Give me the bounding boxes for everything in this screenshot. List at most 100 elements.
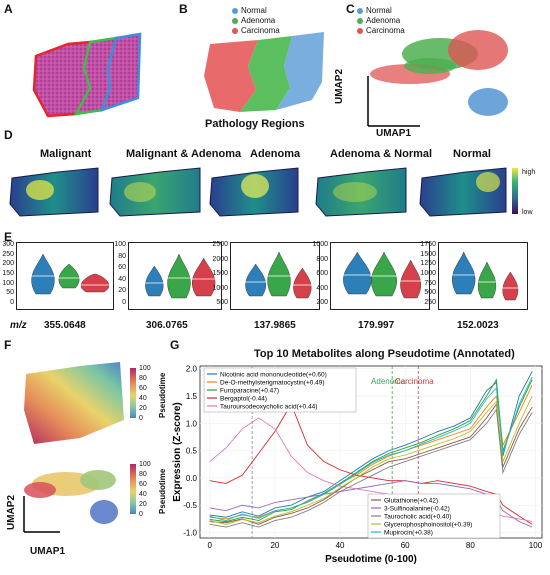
- violin-5-3: [502, 271, 519, 301]
- violin-1-1: [31, 253, 55, 295]
- violin-3-2: [267, 251, 291, 297]
- violin-ytick: 1500: [420, 250, 436, 258]
- panel-label-g: G: [170, 338, 180, 352]
- d-title-malignant-adenoma: Malignant & Adenoma: [126, 148, 242, 160]
- mz-value-4: 179.997: [358, 320, 395, 331]
- pseudotime-colorbar-tick: 0: [139, 511, 143, 518]
- violin-1-3: [80, 273, 110, 293]
- umap-c-xlabel: UMAP1: [376, 128, 412, 139]
- legend-dot-carcinoma-c: [357, 27, 363, 34]
- g-legend-box-2: [367, 493, 501, 539]
- d-colorbar-low: low: [522, 209, 533, 216]
- g-vline-label-2: Adenoma: [371, 377, 406, 386]
- violin-2-3: [192, 257, 216, 297]
- violin-ytick: 250: [424, 299, 436, 306]
- pseudotime-label-2: Pseudotime: [158, 468, 167, 514]
- g-legend-label: Tauroursodeoxycholic acid(+0.44): [220, 404, 317, 411]
- legend-dot-carcinoma: [232, 27, 238, 34]
- g-xlabel: Pseudotime (0-100): [325, 554, 417, 565]
- mz-value-5: 152.0023: [457, 320, 499, 331]
- d-title-adenoma: Adenoma: [250, 148, 301, 160]
- region-legend-c: Normal Adenoma Carcinoma: [357, 6, 405, 36]
- violin-ytick: 300: [2, 241, 14, 248]
- d-title-adenoma-normal: Adenoma & Normal: [330, 148, 433, 160]
- g-vline-label-3: Carcinoma: [395, 377, 434, 386]
- violin-5-2: [477, 261, 497, 299]
- pseudotime-colorbar-tick: 0: [139, 415, 143, 422]
- g-legend-label: Nicotinic acid mononucleotide(+0.60): [220, 372, 327, 379]
- umap-regions-plot: [367, 30, 508, 127]
- region-legend-b: Normal Adenoma Carcinoma: [232, 6, 280, 36]
- pseudotime-colorbar-tick: 20: [139, 405, 147, 412]
- g-ytick: -0.5: [183, 501, 197, 510]
- g-legend-label: Glycerophosphoinositol(+0.39): [384, 522, 472, 529]
- g-xtick: 40: [336, 541, 345, 550]
- pseudotime-colorbar-tick: 20: [139, 501, 147, 508]
- pseudotime-colorbar-tick: 100: [139, 365, 151, 372]
- violin-plots: [30, 251, 519, 301]
- legend-label-carcinoma: Carcinoma: [241, 26, 280, 35]
- mz-label: m/z: [10, 320, 27, 331]
- g-ytick: 2.0: [186, 365, 198, 374]
- g-xtick: 80: [466, 541, 475, 550]
- violin-ytick: 400: [316, 284, 328, 292]
- violin-ytick: 1000: [420, 270, 436, 277]
- pseudotime-line-chart: 0 20 40 60 80 100 -1.0 -0.5 0.0 0.5 1.0 1.5 2.0 Adeno…: [172, 365, 543, 565]
- panel-label-c: C: [346, 2, 355, 16]
- panel-label-b: B: [179, 2, 188, 16]
- violin-5-1: [452, 251, 476, 295]
- g-series-line-8: [209, 408, 533, 528]
- g-xtick: 20: [270, 541, 279, 550]
- violin-ytick: 500: [424, 289, 436, 297]
- umap-f-xlabel: UMAP1: [30, 546, 66, 557]
- violin-ytick: 1750: [420, 241, 436, 248]
- pseudotime-colorbar-tick: 60: [139, 385, 147, 392]
- legend-dot-adenoma-c: [357, 17, 363, 24]
- g-xtick: 100: [529, 541, 543, 550]
- legend-label-carcinoma-c: Carcinoma: [366, 26, 405, 35]
- violin-ytick: 0: [10, 299, 14, 306]
- pseudotime-colorbar-tick: 80: [139, 471, 147, 478]
- panel-label-a: A: [4, 2, 13, 16]
- violin-ytick: 60: [118, 264, 126, 272]
- pseudotime-colorbar-tick: 40: [139, 491, 147, 498]
- pseudotime-label-1: Pseudotime: [158, 372, 167, 418]
- g-ytick: 1.5: [186, 392, 198, 401]
- violin-2-2: [167, 253, 191, 299]
- violin-ytick: 100: [114, 241, 126, 248]
- mz-value-1: 355.0648: [44, 320, 86, 331]
- violin-ytick: 50: [6, 289, 14, 297]
- legend-label-adenoma: Adenoma: [241, 16, 276, 25]
- violin-ytick: 1500: [212, 270, 228, 277]
- legend-dot-normal-c: [357, 7, 363, 14]
- legend-item-normal: Normal: [232, 6, 280, 16]
- g-xtick: 0: [208, 541, 213, 550]
- d-colorbar: [512, 168, 518, 214]
- g-series-line-4: [209, 403, 533, 525]
- violin-4-2: [371, 251, 397, 297]
- legend-dot-normal: [232, 7, 238, 14]
- legend-dot-adenoma: [232, 17, 238, 24]
- g-ytick: -1.0: [183, 529, 197, 538]
- violin-ytick: 2000: [212, 255, 228, 263]
- g-xtick: 60: [401, 541, 410, 550]
- violin-ytick: 1000: [212, 284, 228, 292]
- violin-4-1: [343, 251, 372, 295]
- pseudotime-colorbar-tick: 60: [139, 481, 147, 488]
- legend-item-carcinoma-c: Carcinoma: [357, 26, 405, 36]
- tissue-region-outline-image: [32, 32, 142, 118]
- legend-item-normal-c: Normal: [357, 6, 405, 16]
- violin-ytick: 800: [316, 255, 328, 263]
- violin-ytick: 20: [118, 287, 126, 295]
- g-chart-title: Top 10 Metabolites along Pseudotime (Ann…: [254, 348, 515, 360]
- g-series-line-2: [209, 384, 533, 520]
- pathology-regions-caption: Pathology Regions: [205, 118, 305, 130]
- violin-ytick: 150: [2, 270, 14, 277]
- d-title-malignant: Malignant: [40, 148, 92, 160]
- legend-item-adenoma-c: Adenoma: [357, 16, 405, 26]
- g-ylabel: Expression (Z-score): [172, 402, 183, 501]
- g-legend-label: Furoparacine(+0.47): [220, 388, 279, 395]
- violin-ytick: 40: [118, 275, 126, 283]
- violin-ytick: 100: [2, 279, 14, 287]
- legend-label-normal: Normal: [241, 6, 267, 15]
